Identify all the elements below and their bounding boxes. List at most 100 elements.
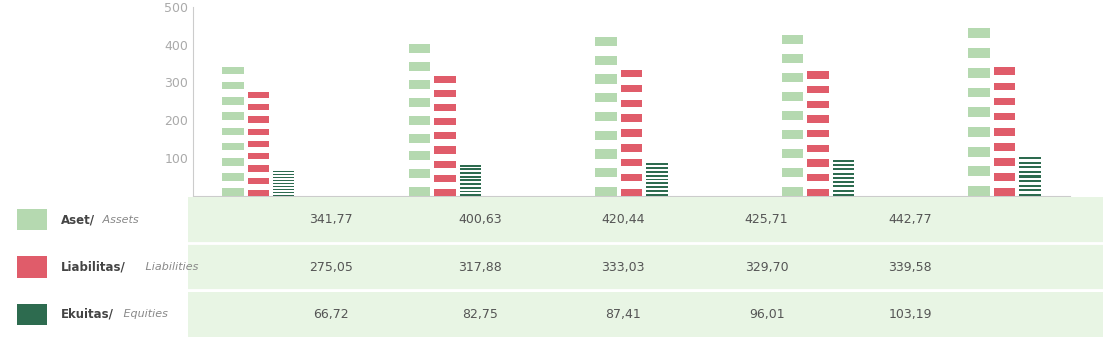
- Bar: [807, 174, 828, 182]
- Bar: [782, 54, 803, 63]
- Bar: [409, 116, 430, 125]
- Bar: [222, 67, 244, 74]
- Bar: [621, 174, 642, 181]
- Bar: [222, 112, 244, 120]
- Bar: [968, 127, 989, 137]
- Bar: [833, 168, 854, 170]
- Bar: [274, 195, 295, 196]
- Bar: [409, 169, 430, 178]
- Bar: [1019, 171, 1041, 173]
- Bar: [596, 93, 617, 102]
- Text: 341,77: 341,77: [309, 213, 353, 226]
- Bar: [222, 97, 244, 105]
- Bar: [460, 194, 481, 196]
- Bar: [1019, 194, 1041, 196]
- Bar: [994, 173, 1015, 181]
- Bar: [248, 165, 269, 172]
- Text: 420,44: 420,44: [601, 213, 645, 226]
- Bar: [968, 186, 989, 196]
- Bar: [17, 209, 47, 231]
- Bar: [782, 35, 803, 44]
- Bar: [807, 101, 828, 108]
- Text: Ekuitas/: Ekuitas/: [61, 308, 114, 321]
- Bar: [248, 190, 269, 196]
- Bar: [596, 149, 617, 159]
- Bar: [596, 74, 617, 84]
- Text: 317,88: 317,88: [458, 261, 502, 273]
- Bar: [460, 165, 481, 167]
- Bar: [1019, 180, 1041, 182]
- Text: 66,72: 66,72: [313, 308, 349, 321]
- Bar: [994, 189, 1015, 196]
- Bar: [596, 37, 617, 46]
- Bar: [274, 186, 295, 187]
- Bar: [435, 146, 456, 153]
- Bar: [460, 179, 481, 181]
- Bar: [248, 141, 269, 147]
- Bar: [994, 158, 1015, 166]
- Bar: [188, 197, 1103, 243]
- Bar: [994, 98, 1015, 105]
- Bar: [460, 191, 481, 192]
- Bar: [248, 116, 269, 123]
- Text: Liabilities: Liabilities: [141, 262, 199, 272]
- Bar: [646, 175, 667, 176]
- Bar: [274, 189, 295, 190]
- Text: 87,41: 87,41: [606, 308, 641, 321]
- Bar: [460, 168, 481, 170]
- Bar: [782, 187, 803, 196]
- Bar: [994, 143, 1015, 151]
- Bar: [968, 166, 989, 176]
- Bar: [596, 56, 617, 65]
- Bar: [621, 189, 642, 196]
- Bar: [621, 115, 642, 122]
- Bar: [968, 147, 989, 156]
- Bar: [621, 70, 642, 77]
- Bar: [621, 85, 642, 92]
- Bar: [1019, 189, 1041, 191]
- Bar: [17, 256, 47, 278]
- Text: 82,75: 82,75: [462, 308, 497, 321]
- Bar: [782, 73, 803, 82]
- Bar: [248, 104, 269, 110]
- Bar: [409, 98, 430, 107]
- Bar: [646, 163, 667, 165]
- Bar: [646, 171, 667, 173]
- Bar: [1019, 175, 1041, 178]
- Bar: [435, 132, 456, 139]
- Bar: [807, 130, 828, 137]
- Bar: [460, 183, 481, 185]
- Bar: [435, 104, 456, 111]
- Bar: [968, 28, 989, 38]
- Bar: [1019, 166, 1041, 168]
- Bar: [435, 90, 456, 97]
- Bar: [435, 118, 456, 125]
- Bar: [274, 192, 295, 193]
- Bar: [248, 178, 269, 184]
- Text: Equities: Equities: [120, 309, 168, 319]
- Bar: [274, 180, 295, 181]
- Bar: [435, 161, 456, 168]
- Bar: [968, 107, 989, 117]
- Bar: [646, 194, 667, 196]
- Text: 329,70: 329,70: [745, 261, 789, 273]
- Bar: [646, 186, 667, 188]
- Bar: [807, 145, 828, 152]
- Bar: [833, 172, 854, 175]
- Bar: [409, 44, 430, 53]
- Bar: [596, 130, 617, 140]
- Bar: [1019, 185, 1041, 187]
- Bar: [222, 158, 244, 166]
- Bar: [833, 160, 854, 162]
- Bar: [409, 151, 430, 160]
- Bar: [646, 178, 667, 180]
- Bar: [833, 185, 854, 188]
- Bar: [596, 168, 617, 177]
- Bar: [274, 171, 295, 172]
- Bar: [807, 115, 828, 123]
- Bar: [248, 92, 269, 98]
- Bar: [1019, 162, 1041, 164]
- Bar: [646, 190, 667, 192]
- Text: 275,05: 275,05: [309, 261, 353, 273]
- Text: Liabilitas/: Liabilitas/: [61, 261, 126, 273]
